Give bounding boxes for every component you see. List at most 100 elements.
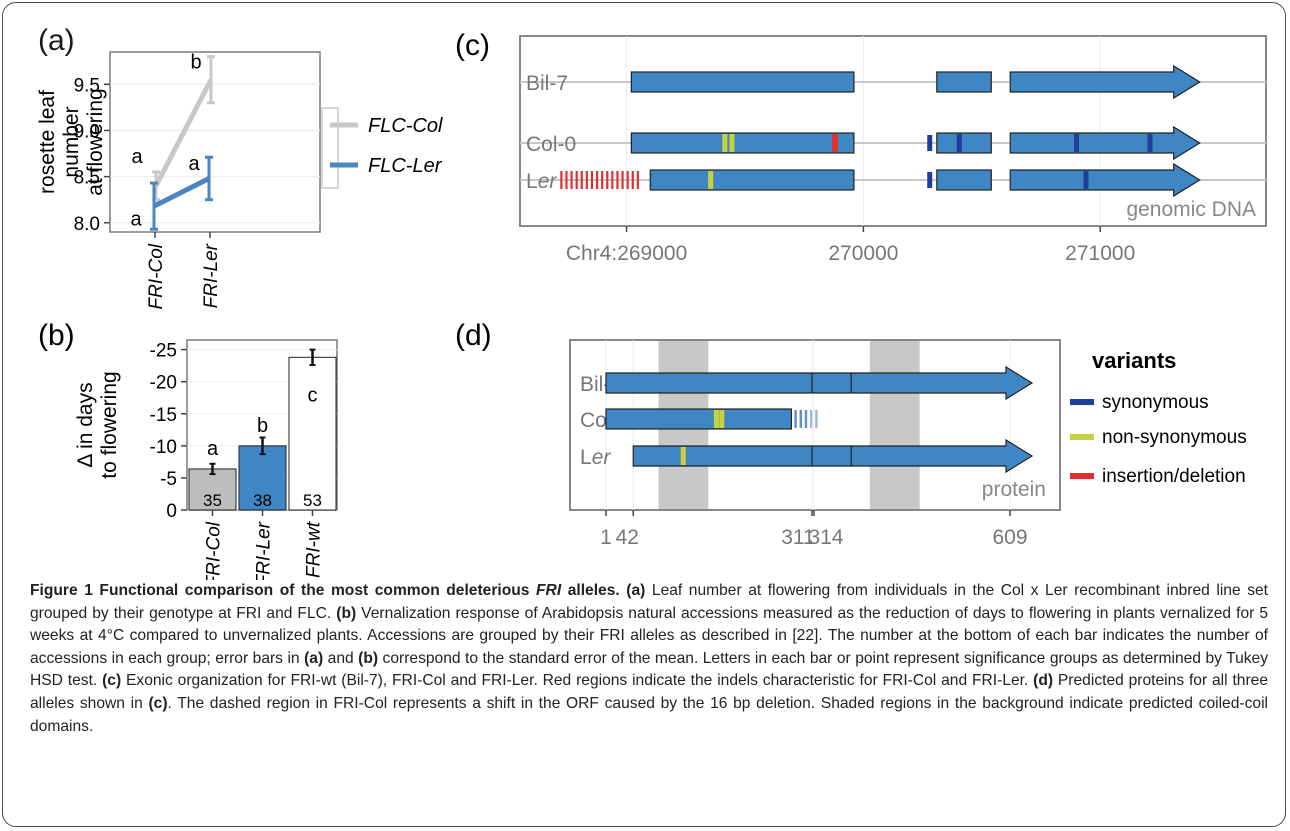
panel-a-series-line (152, 176, 211, 209)
panel-d-corner-label: protein (982, 478, 1046, 501)
panel-b-count-label: 35 (203, 491, 222, 510)
caption-a-text: Leaf number at flowering from individual… (30, 582, 1269, 622)
panel-b-xtick-label: FRI-Ler (254, 521, 275, 580)
caption-c-text: Exonic organization for FRI-wt (Bil-7), … (121, 672, 1034, 690)
panel-c-nonsynonymous-variant (729, 134, 735, 152)
variants-legend-swatch (1070, 399, 1094, 405)
panel-d-xtick-label: 42 (616, 526, 639, 549)
panel-b-bar (188, 468, 237, 511)
panel-c-insertion-stripe (616, 171, 619, 189)
panel-a-legend-label: FLC-Col (368, 115, 443, 137)
panel-c-synonymous-variant (1083, 171, 1089, 189)
panel-d-track-label: Ler (580, 446, 611, 469)
panel-b-significance-letter: a (207, 438, 219, 460)
panel-c-insertion-stripe (631, 171, 634, 189)
panel-d-coiled-coil-domain (869, 341, 920, 509)
panel-c-track-label: Bil-7 (526, 72, 568, 95)
panel-b-xtick-label: FRI-wt (304, 521, 325, 578)
panel-a-significance-letter: a (188, 153, 200, 175)
panel-d-frameshift-stripe (809, 410, 813, 428)
panel-a-significance-letter: b (190, 52, 201, 74)
panel-b-xtick-label-group: FRI-Col (204, 521, 225, 580)
panel-c-insertion-stripe (560, 171, 563, 189)
panel-c-exon (936, 169, 992, 191)
panel-b-ytick-label: -25 (150, 341, 177, 362)
caption-title: Figure 1 Functional comparison of the mo… (30, 582, 627, 599)
panel-c-insertion-stripe (585, 171, 588, 189)
panel-c-insertion-stripe (636, 171, 639, 189)
panel-c-track-label: Ler (526, 170, 557, 193)
panel-c-plot-area (519, 35, 1267, 227)
panel-c-corner-label: genomic DNA (1126, 198, 1256, 221)
panel-b-ylabel: Δ in days to flowering (74, 371, 121, 478)
panel-b-label: (b) (38, 319, 75, 352)
panel-c-exon (936, 132, 992, 154)
panel-d-xtick-label: 314 (808, 526, 843, 549)
panel-d-xtick-label: 311 (781, 526, 814, 549)
panel-b-xtick-label-group: FRI-Ler (254, 521, 275, 580)
panel-c-nonsynonymous-variant (708, 171, 714, 189)
panel-d-protein-arrow (632, 438, 1034, 474)
panel-c-track-label: Col-0 (526, 133, 576, 156)
panel-c-exon-arrow (1009, 64, 1201, 100)
panel-a-ytick-label: 9.0 (74, 121, 100, 142)
panel-c-xtick-label: 271000 (1065, 242, 1135, 265)
variants-legend-swatch (1070, 473, 1094, 479)
panel-c-insertion-stripe (611, 171, 614, 189)
panel-b-bar (288, 356, 337, 511)
panel-c-insertion-stripe (595, 171, 599, 189)
panel-b-ytick-label: 0 (166, 501, 177, 522)
panel-b-ytick-label: -10 (150, 437, 177, 458)
panel-d-nonsynonymous-variant (680, 447, 686, 465)
panel-c-nonsynonymous-variant (722, 134, 728, 152)
panel-c-synonymous-variant (1147, 134, 1153, 152)
panel-c-insertion-stripe (565, 171, 568, 189)
panel-b-ytick-label: -15 (150, 405, 177, 426)
panel-c-insertion-stripe (575, 171, 578, 189)
panel-d-nonsynonymous-variant (713, 410, 719, 428)
panel-b-significance-letter: c (308, 384, 318, 406)
panel-c-label: (c) (455, 29, 490, 62)
panel-c-exon-arrow (1009, 162, 1201, 198)
panel-a-ylabel-line3: at flowering (84, 88, 107, 195)
variants-legend-label: non-synonymous (1102, 427, 1247, 448)
panel-a-plot-area (109, 51, 321, 233)
panel-a-ylabel-line1: rosette leaf (36, 90, 59, 194)
panel-a-significance-letter: a (130, 209, 142, 231)
panel-b-ylabel-line2: to flowering (98, 371, 121, 478)
panel-c-insertion-stripe (590, 171, 594, 189)
panel-c-insertion-stripe (606, 171, 609, 189)
panel-c-exon (630, 132, 855, 154)
panel-b-ylabel-line1: Δ in days (74, 382, 97, 467)
panel-d-frameshift-stripe (799, 410, 802, 428)
variants-legend-label: insertion/deletion (1102, 466, 1246, 487)
panel-c-synonymous-variant (956, 134, 962, 152)
variants-legend-title: variants (1092, 348, 1176, 373)
panel-c-xtick-label: Chr4:269000 (566, 242, 687, 265)
panel-b-ytick-label: -5 (160, 469, 177, 490)
panel-c-synonymous-variant (927, 135, 933, 151)
panel-c-insertion-stripe (626, 171, 629, 189)
panel-d-label: (d) (455, 319, 492, 352)
panel-c-insertion-stripe (570, 171, 573, 189)
figure-canvas: (a) rosette leaf number at flowering 8.0 8.5 9… (36, 24, 1267, 580)
panel-a-xtick-label: FRI-Col (146, 243, 167, 309)
panel-d-protein-truncated (605, 408, 792, 430)
panel-c-insertion-stripe (580, 171, 583, 189)
figure-caption: Figure 1 Functional comparison of the mo… (30, 582, 1269, 735)
panel-a-xtick-label: FRI-Ler (201, 243, 222, 308)
panel-a-ytick-label: 9.5 (74, 75, 100, 96)
panel-c-insertion-stripe (601, 171, 604, 189)
panel-a-xtick-label-group: FRI-Col (146, 243, 167, 309)
panel-d-xtick-label: 1 (600, 526, 612, 549)
panel-c-insertion-stripe (621, 171, 624, 189)
panel-a-ylabel-line2: number (60, 106, 83, 177)
panel-a-legend-box (321, 107, 339, 189)
caption-a-label: (a) (626, 582, 646, 599)
panel-a-label: (a) (38, 24, 75, 57)
panel-c-xtick-label: 270000 (828, 242, 898, 265)
panel-b-xtick-label-group: FRI-wt (304, 521, 325, 578)
panel-d-frameshift-stripe (794, 410, 797, 428)
panel-b-count-label: 53 (303, 491, 322, 510)
